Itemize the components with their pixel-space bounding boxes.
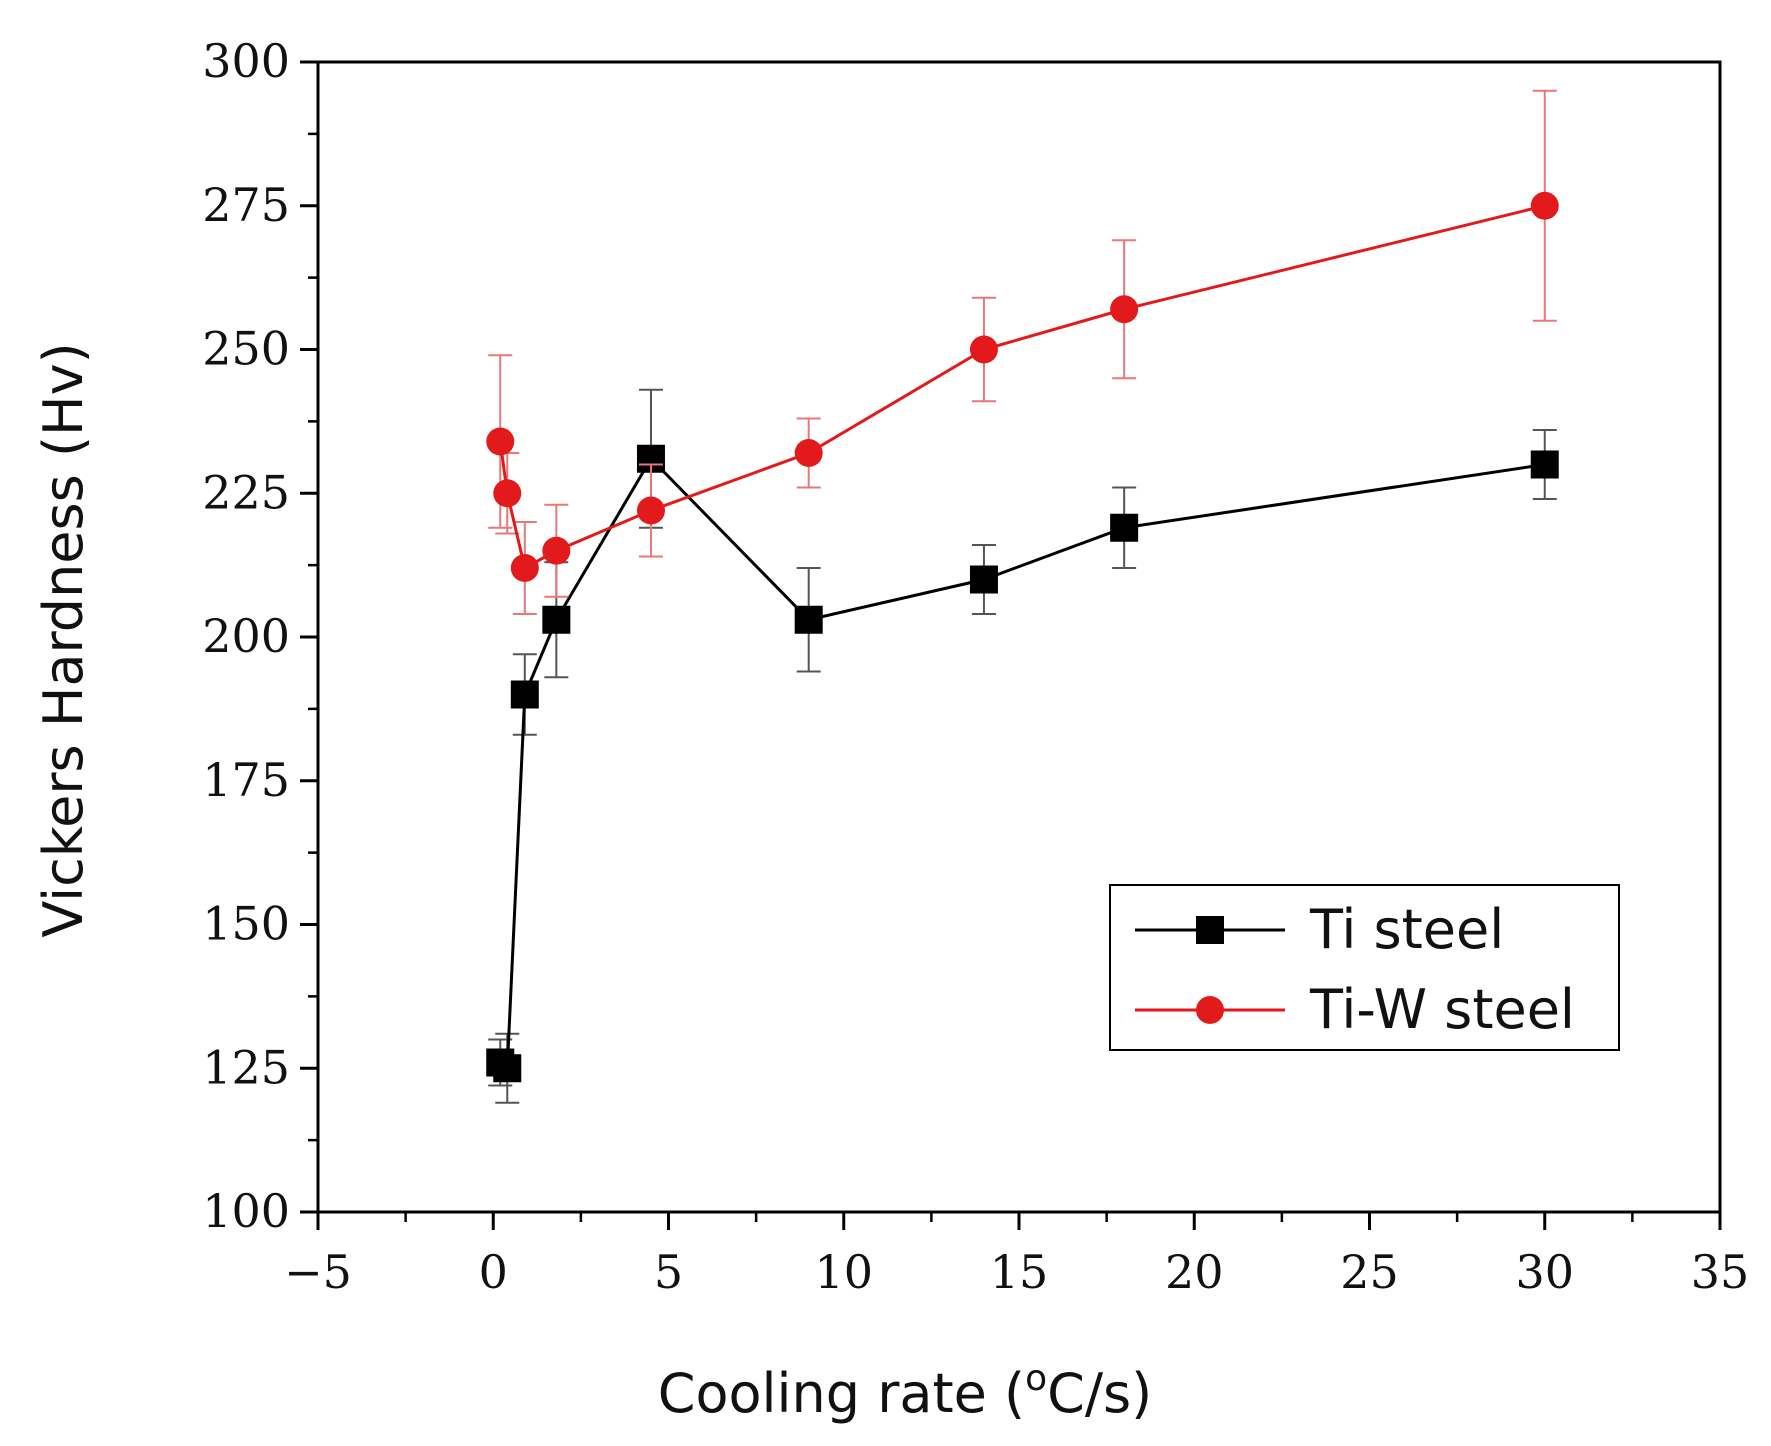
legend: Ti steel Ti-W steel	[1109, 884, 1620, 1051]
legend-marker-ti-steel	[1196, 916, 1224, 944]
y-tick-label: 150	[202, 897, 290, 951]
data-point	[1110, 295, 1139, 324]
x-tick-label: 30	[1515, 1245, 1574, 1299]
data-point	[1530, 191, 1559, 220]
x-tick-label: 0	[479, 1245, 508, 1299]
x-tick-label: 35	[1691, 1245, 1750, 1299]
y-axis: 100 125 150 175 200 225 250 275 300	[202, 34, 318, 1238]
legend-marker-ti-w-steel	[1196, 996, 1224, 1024]
x-tick-label: 15	[990, 1245, 1049, 1299]
data-point	[794, 439, 823, 467]
data-point	[969, 565, 998, 594]
x-axis-title: Cooling rate (oC/s)	[658, 1358, 1153, 1425]
y-axis-title: Vickers Hardness (Hv)	[32, 342, 95, 937]
x-tick-label: 10	[814, 1245, 873, 1299]
y-tick-label: 125	[202, 1040, 290, 1094]
y-tick-label: 175	[202, 753, 290, 807]
data-point	[969, 335, 998, 364]
legend-label-ti-w-steel: Ti-W steel	[1309, 978, 1575, 1041]
x-axis-title-main: Cooling rate (	[658, 1362, 1025, 1425]
data-point	[636, 496, 665, 525]
data-point	[510, 554, 539, 582]
x-axis: −5 0 5 10 15 20 25 30 35	[284, 1212, 1749, 1299]
data-point	[510, 680, 539, 709]
data-point	[794, 605, 823, 634]
y-tick-label: 100	[202, 1184, 290, 1238]
y-tick-label: 275	[202, 178, 290, 232]
data-point	[493, 1054, 522, 1083]
x-tick-label: 25	[1340, 1245, 1399, 1299]
y-tick-label: 250	[202, 322, 290, 376]
series-layer	[486, 89, 1559, 1104]
x-axis-title-tail: C/s)	[1047, 1362, 1152, 1425]
legend-box	[1109, 884, 1620, 1051]
y-tick-label: 225	[202, 465, 290, 519]
x-tick-label: −5	[284, 1245, 352, 1299]
series-ti-w-steel	[486, 89, 1559, 615]
x-tick-label: 20	[1165, 1245, 1224, 1299]
x-tick-label: 5	[654, 1245, 683, 1299]
series-ti-steel	[486, 388, 1559, 1104]
y-tick-label: 300	[202, 34, 290, 88]
data-point	[542, 536, 571, 565]
data-point	[1530, 450, 1559, 479]
legend-label-ti-steel: Ti steel	[1309, 898, 1504, 961]
data-point	[542, 605, 571, 634]
x-axis-title-sup: o	[1025, 1358, 1047, 1399]
y-tick-label: 200	[202, 609, 290, 663]
data-point	[493, 479, 522, 508]
data-point	[1110, 513, 1139, 542]
data-point	[486, 427, 515, 456]
